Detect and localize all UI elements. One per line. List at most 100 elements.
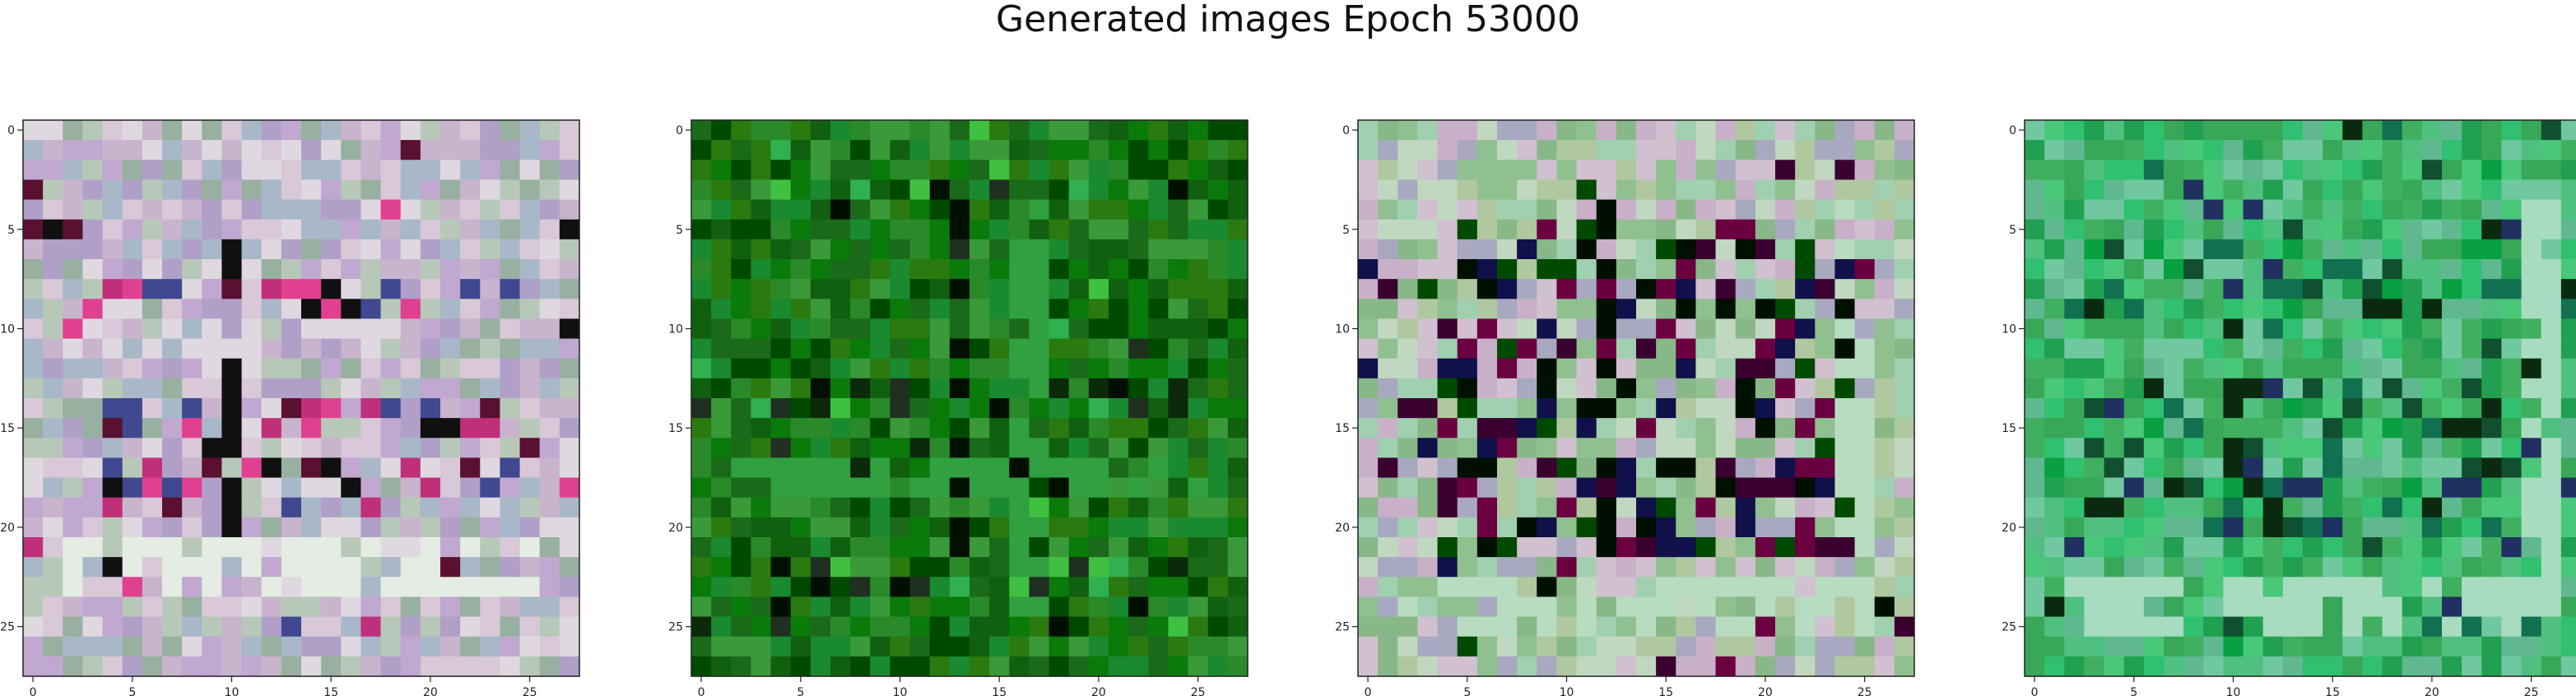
image-pixel bbox=[480, 299, 501, 320]
image-pixel bbox=[890, 318, 911, 340]
image-pixel bbox=[2164, 338, 2184, 360]
image-pixel bbox=[241, 358, 263, 379]
image-pixel bbox=[480, 438, 501, 459]
image-pixel bbox=[102, 656, 123, 677]
image-pixel bbox=[2044, 299, 2065, 320]
image-pixel bbox=[2044, 616, 2065, 638]
image-pixel bbox=[1207, 160, 1229, 181]
image-pixel bbox=[1437, 259, 1458, 280]
image-pixel bbox=[1476, 438, 1498, 459]
image-pixel bbox=[810, 160, 831, 181]
image-pixel bbox=[2442, 398, 2462, 419]
image-pixel bbox=[1834, 596, 1856, 618]
image-pixel bbox=[1656, 596, 1676, 618]
image-pixel bbox=[810, 199, 831, 220]
image-pixel bbox=[1207, 616, 1229, 638]
image-pixel bbox=[1556, 537, 1578, 558]
image-pixel bbox=[23, 636, 44, 657]
image-pixel bbox=[1148, 239, 1169, 260]
image-pixel bbox=[2342, 477, 2364, 499]
image-pixel bbox=[400, 636, 421, 657]
image-pixel bbox=[122, 199, 143, 220]
image-pixel bbox=[480, 457, 501, 479]
image-pixel bbox=[182, 656, 202, 677]
image-pixel bbox=[1417, 557, 1439, 578]
image-pixel bbox=[182, 398, 202, 419]
image-pixel bbox=[1148, 577, 1169, 598]
image-pixel bbox=[2521, 517, 2542, 538]
image-pixel bbox=[909, 279, 931, 299]
image-pixel bbox=[23, 557, 44, 578]
image-pixel bbox=[969, 199, 990, 220]
image-pixel bbox=[2064, 557, 2085, 578]
image-pixel bbox=[2560, 338, 2576, 360]
image-pixel bbox=[321, 338, 342, 360]
image-pixel bbox=[43, 358, 63, 379]
image-pixel bbox=[1109, 120, 1129, 141]
image-pixel bbox=[1795, 418, 1816, 438]
image-pixel bbox=[1715, 120, 1737, 141]
image-pixel bbox=[1695, 179, 1717, 201]
image-pixel bbox=[1397, 279, 1419, 299]
image-pixel bbox=[1556, 140, 1578, 160]
image-pixel bbox=[1009, 517, 1030, 538]
image-pixel bbox=[2123, 358, 2145, 379]
image-pixel bbox=[2164, 160, 2184, 181]
image-pixel bbox=[949, 338, 970, 360]
image-pixel bbox=[341, 279, 362, 299]
image-pixel bbox=[2025, 120, 2045, 141]
image-pixel bbox=[400, 418, 421, 438]
image-pixel bbox=[1537, 338, 1558, 360]
image-pixel bbox=[1755, 279, 1776, 299]
image-pixel bbox=[2084, 179, 2105, 201]
image-pixel bbox=[360, 557, 382, 578]
image-pixel bbox=[1227, 338, 1248, 360]
image-pixel bbox=[2521, 438, 2542, 459]
image-pixel bbox=[1049, 636, 1070, 657]
image-pixel bbox=[380, 199, 402, 220]
image-pixel bbox=[1894, 358, 1915, 379]
image-pixel bbox=[1656, 199, 1676, 220]
image-pixel bbox=[1397, 299, 1419, 320]
image-pixel bbox=[281, 160, 302, 181]
image-pixel bbox=[202, 279, 223, 299]
image-pixel bbox=[261, 477, 282, 499]
image-pixel bbox=[1227, 438, 1248, 459]
image-pixel bbox=[2442, 636, 2462, 657]
image-pixel bbox=[2064, 219, 2085, 240]
image-pixel bbox=[2183, 517, 2204, 538]
image-pixel bbox=[1068, 179, 1090, 201]
image-pixel bbox=[2382, 179, 2403, 201]
image-pixel bbox=[2462, 259, 2482, 280]
image-pixel bbox=[43, 239, 63, 260]
image-pixel bbox=[1457, 378, 1478, 399]
image-pixel bbox=[2123, 477, 2145, 499]
image-pixel bbox=[162, 179, 183, 201]
image-pixel bbox=[790, 418, 811, 438]
image-pixel bbox=[182, 318, 202, 340]
image-pixel bbox=[1695, 279, 1717, 299]
image-pixel bbox=[1168, 239, 1189, 260]
image-pixel bbox=[480, 577, 501, 598]
image-pixel bbox=[810, 438, 831, 459]
y-tick-label: 15 bbox=[2002, 422, 2016, 435]
image-pixel bbox=[82, 616, 104, 638]
image-pixel bbox=[731, 160, 752, 181]
y-tick-label: 20 bbox=[1335, 522, 1350, 535]
image-pixel bbox=[1735, 517, 1756, 538]
image-pixel bbox=[1437, 120, 1458, 141]
image-pixel bbox=[2084, 279, 2105, 299]
image-pixel bbox=[810, 418, 831, 438]
image-pixel bbox=[1636, 636, 1657, 657]
image-pixel bbox=[1616, 537, 1637, 558]
image-pixel bbox=[2064, 577, 2085, 598]
image-pixel bbox=[43, 636, 63, 657]
image-pixel bbox=[2342, 577, 2364, 598]
image-pixel bbox=[2143, 120, 2164, 141]
image-pixel bbox=[1378, 616, 1398, 638]
image-pixel bbox=[1695, 398, 1717, 419]
image-pixel bbox=[43, 140, 63, 160]
image-pixel bbox=[1457, 656, 1478, 677]
image-pixel bbox=[691, 438, 712, 459]
image-pixel bbox=[810, 219, 831, 240]
